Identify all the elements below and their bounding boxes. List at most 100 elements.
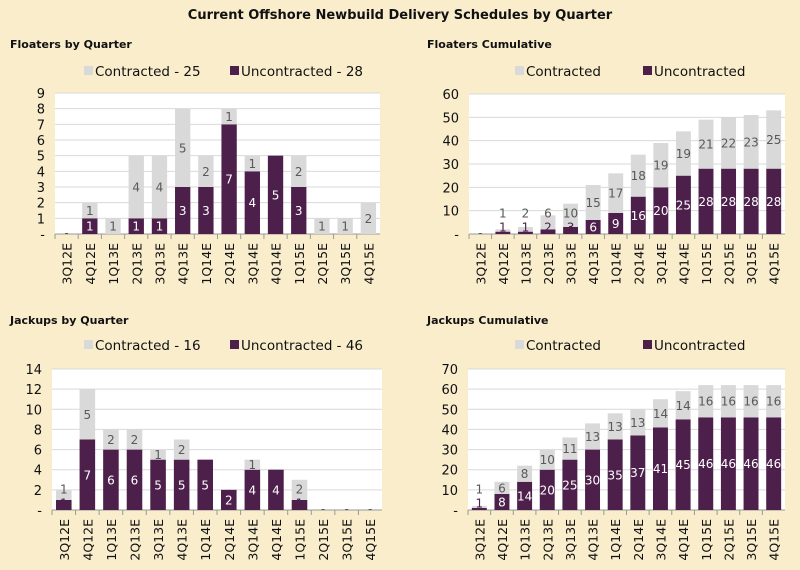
- data-label-uncontracted: 6: [589, 221, 597, 235]
- data-label-contracted: 17: [608, 187, 623, 201]
- bar-contracted: [79, 389, 96, 440]
- chart-3: -10203040506070113Q12E864Q12E1481Q13E201…: [441, 338, 785, 561]
- data-label-contracted: 1: [249, 458, 257, 472]
- bar-uncontracted: [126, 449, 143, 510]
- y-tick-label: 14: [25, 363, 42, 378]
- y-tick-label: 30: [441, 444, 458, 459]
- bar-uncontracted: [698, 417, 714, 510]
- data-label-contracted: 4: [156, 181, 164, 195]
- legend-label-contracted: Contracted: [526, 64, 601, 80]
- data-label-uncontracted: 6: [131, 473, 139, 487]
- bar-contracted: [244, 155, 260, 172]
- y-tick-label: 30: [442, 158, 459, 173]
- x-tick-label: 3Q14E: [654, 243, 669, 285]
- bar-contracted: [56, 489, 72, 500]
- x-tick-label: 3Q13E: [152, 243, 167, 285]
- data-label-uncontracted: 3: [295, 204, 303, 218]
- x-tick-label: 1Q15E: [699, 519, 714, 561]
- data-label-contracted: 13: [608, 420, 623, 434]
- data-label-uncontracted: 7: [84, 468, 92, 482]
- chart-title-floaters-cumulative: Floaters Cumulative: [427, 38, 552, 51]
- data-label-contracted: 14: [653, 407, 668, 421]
- bar-uncontracted: [128, 218, 144, 234]
- data-label-contracted: 1: [476, 483, 484, 497]
- data-label-contracted: 1: [154, 448, 162, 462]
- y-tick-label: 60: [441, 383, 458, 398]
- bar-uncontracted: [291, 187, 307, 234]
- x-tick-label: 3Q15E: [340, 519, 355, 561]
- data-label-contracted: 2: [296, 483, 304, 497]
- data-label-uncontracted: 2: [225, 493, 233, 507]
- bar-contracted: [675, 391, 691, 420]
- chart-0: -123456789-3Q12E114Q12E11Q13E142Q13E143Q…: [37, 64, 380, 285]
- legend-label-contracted: Contracted: [526, 338, 601, 354]
- bar-contracted: [608, 173, 624, 213]
- data-label-contracted: 23: [744, 135, 759, 149]
- x-tick-label: 3Q14E: [245, 243, 260, 285]
- bar-contracted: [630, 409, 646, 436]
- legend-swatch-contracted: [84, 340, 93, 349]
- x-tick-label: 4Q14E: [269, 519, 284, 561]
- data-label-uncontracted: 25: [562, 478, 577, 492]
- y-tick-label: 50: [441, 403, 458, 418]
- data-label-contracted: 1: [249, 157, 257, 171]
- x-tick-label: 2Q14E: [222, 243, 237, 285]
- bar-uncontracted: [766, 417, 782, 510]
- x-tick-label: 4Q13E: [176, 243, 191, 285]
- data-label-uncontracted: 4: [249, 483, 257, 497]
- bar-contracted: [291, 155, 307, 187]
- bar-contracted: [539, 449, 555, 470]
- data-label-uncontracted: 4: [272, 483, 280, 497]
- data-label-uncontracted: 1: [132, 220, 140, 234]
- bar-uncontracted: [198, 187, 214, 234]
- data-label-uncontracted: 1: [60, 497, 68, 511]
- bar-uncontracted: [675, 419, 691, 510]
- x-tick-label: 4Q13E: [175, 519, 190, 561]
- data-label-contracted: 2: [178, 443, 186, 457]
- x-tick-label: 3Q14E: [653, 519, 668, 561]
- x-tick-label: 2Q15E: [721, 519, 736, 561]
- data-label-uncontracted: 45: [675, 458, 690, 472]
- bar-uncontracted: [82, 218, 98, 234]
- bar-contracted: [105, 218, 121, 234]
- bar-contracted: [494, 481, 510, 494]
- bar-uncontracted: [221, 489, 237, 510]
- bar-contracted: [743, 115, 759, 169]
- data-label-uncontracted: 5: [154, 478, 162, 492]
- y-tick-label: 50: [442, 111, 459, 126]
- y-tick-label: 7: [37, 118, 45, 133]
- x-tick-label: 1Q14E: [198, 519, 213, 561]
- data-label-uncontracted: 2: [544, 221, 552, 235]
- data-label-uncontracted: 16: [631, 209, 646, 223]
- data-label-contracted: 1: [225, 110, 233, 124]
- bar-contracted: [314, 218, 330, 234]
- legend-swatch-uncontracted: [643, 66, 652, 75]
- bar-contracted: [652, 399, 668, 428]
- data-label-contracted: 2: [131, 433, 139, 447]
- bar-uncontracted: [268, 469, 284, 510]
- bar-contracted: [563, 203, 579, 227]
- x-tick-label: 2Q14E: [631, 243, 646, 285]
- bar-uncontracted: [630, 196, 646, 234]
- legend-label-uncontracted: Uncontracted: [654, 64, 745, 80]
- data-label-contracted: 19: [676, 147, 691, 161]
- data-label-uncontracted: 5: [272, 188, 280, 202]
- y-tick-label: 40: [441, 423, 458, 438]
- legend-label-uncontracted: Uncontracted - 46: [241, 338, 363, 354]
- data-label-uncontracted: 1: [296, 497, 304, 511]
- data-label-contracted: 10: [563, 207, 578, 221]
- y-tick-label: -: [454, 228, 459, 243]
- bar-uncontracted: [743, 417, 759, 510]
- x-tick-label: 2Q15E: [315, 243, 330, 285]
- data-label-zero: -: [344, 502, 348, 516]
- data-label-zero: -: [368, 502, 372, 516]
- x-tick-label: 3Q13E: [151, 519, 166, 561]
- bar-uncontracted: [720, 417, 736, 510]
- bar-contracted: [766, 110, 782, 169]
- x-tick-label: 4Q13E: [586, 519, 601, 561]
- data-label-contracted: 11: [562, 442, 577, 456]
- x-tick-label: 2Q14E: [222, 519, 237, 561]
- y-tick-label: -: [40, 228, 45, 243]
- data-label-uncontracted: 3: [179, 204, 187, 218]
